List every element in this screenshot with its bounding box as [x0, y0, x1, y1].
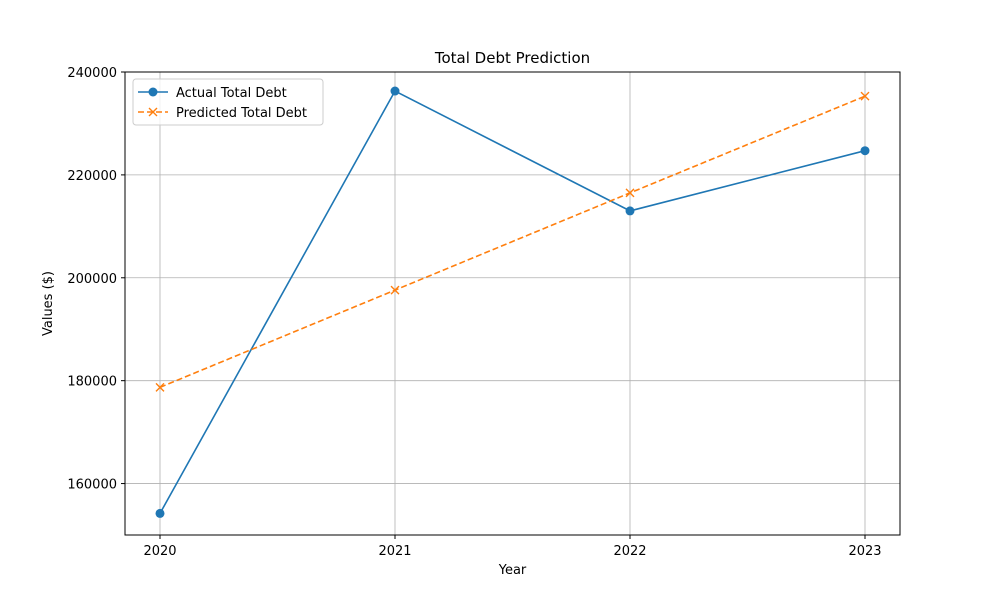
series-1: [155, 91, 870, 392]
x-tick-label: 2021: [378, 544, 411, 559]
legend-label: Predicted Total Debt: [176, 106, 307, 121]
data-point-marker: [390, 285, 400, 295]
data-point-marker: [625, 206, 635, 216]
series-layer: [155, 86, 870, 518]
legend-box: [132, 78, 324, 126]
ticks-layer: 2020 2021 2022 2023 160000 180000 200000 220000…: [67, 66, 881, 559]
y-tick-label: 200000: [67, 272, 117, 287]
legend-item: Predicted Total Debt: [138, 106, 307, 121]
data-point-marker: [860, 146, 870, 156]
legend-label: Actual Total Debt: [176, 86, 287, 101]
data-point-marker: [860, 91, 870, 101]
y-tick-label: 240000: [67, 66, 117, 81]
data-point-marker: [155, 508, 165, 518]
data-point-marker: [390, 86, 400, 96]
legend-item: Actual Total Debt: [138, 86, 287, 101]
y-tick-label: 180000: [67, 375, 117, 390]
plot-area-frame: [124, 71, 901, 536]
series-0: [155, 86, 870, 518]
series-line: [159, 95, 866, 389]
legend: Actual Total Debt Predicted Total Debt: [132, 78, 324, 126]
x-tick-label: 2020: [143, 544, 176, 559]
legend-marker: [148, 87, 158, 97]
grid-layer: [125, 71, 900, 535]
x-axis-label: Year: [498, 563, 527, 578]
y-tick-label: 220000: [67, 169, 117, 184]
legend-marker: [148, 107, 158, 117]
x-tick-label: 2022: [613, 544, 646, 559]
x-tick-label: 2023: [848, 544, 881, 559]
chart-title: Total Debt Prediction: [434, 49, 590, 67]
series-line: [159, 89, 866, 514]
y-axis-label: Values ($): [41, 271, 56, 336]
data-point-marker: [625, 188, 635, 198]
data-point-marker: [155, 382, 165, 392]
y-tick-label: 160000: [67, 478, 117, 493]
